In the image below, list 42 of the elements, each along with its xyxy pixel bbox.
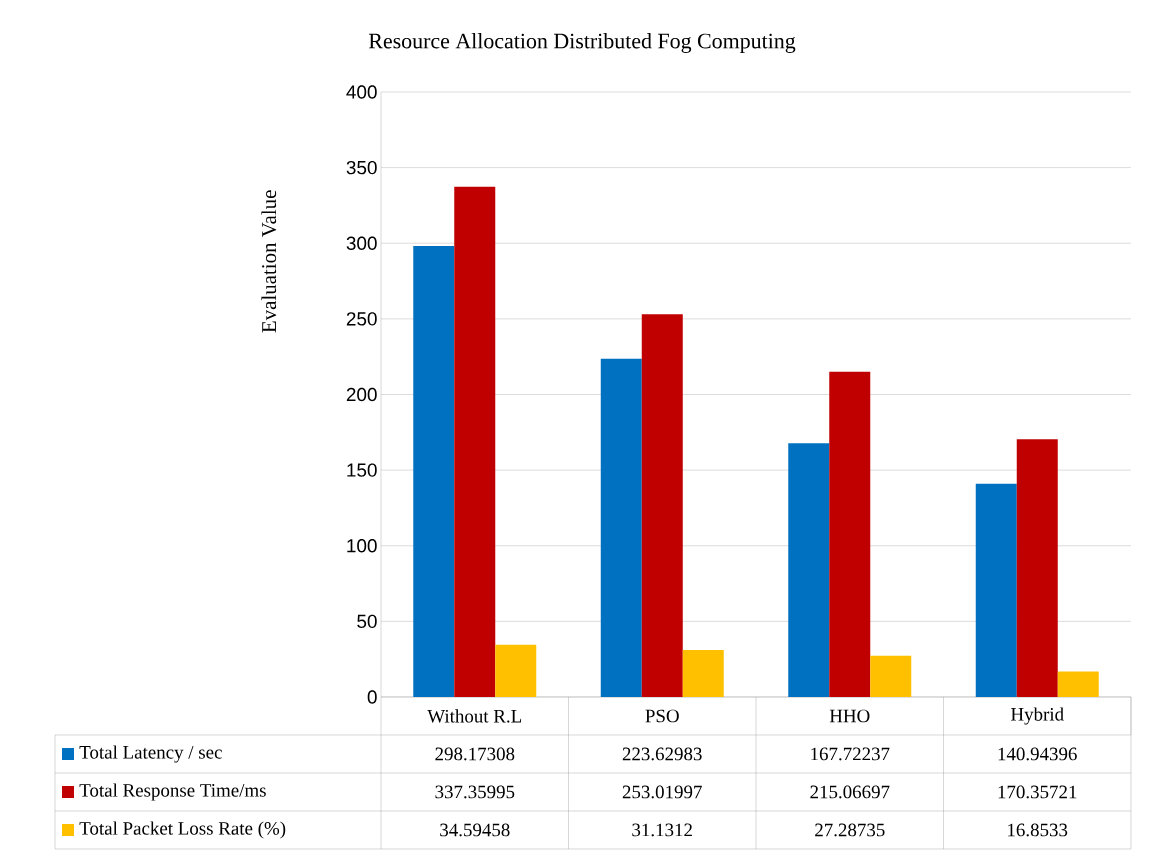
bar xyxy=(1016,439,1058,697)
y-tick-label: 350 xyxy=(346,160,377,175)
data-label: 170.35721 xyxy=(998,785,1077,799)
y-tick-label: 200 xyxy=(346,387,377,402)
bar xyxy=(454,186,496,697)
bar xyxy=(788,443,830,697)
x-tick-label: Without R.L xyxy=(427,709,522,723)
y-tick-label: 150 xyxy=(347,463,377,477)
y-tick-label: 300 xyxy=(346,236,377,250)
data-label: 34.59458 xyxy=(440,823,510,837)
bar xyxy=(600,358,642,697)
bar xyxy=(975,483,1017,697)
y-tick-label: 100 xyxy=(347,539,377,553)
data-label: 27.28735 xyxy=(815,823,885,837)
legend-label: Total Response Time/ms xyxy=(79,783,266,801)
bar xyxy=(413,246,455,697)
data-label: 253.01997 xyxy=(622,785,702,799)
data-label: 337.35995 xyxy=(435,785,515,799)
y-tick-label: 250 xyxy=(346,312,377,326)
x-tick-label: HHO xyxy=(829,709,870,723)
bar xyxy=(682,649,724,697)
data-label: 31.1312 xyxy=(632,823,692,837)
bar xyxy=(1057,671,1099,697)
legend-label: Total Latency / sec xyxy=(79,745,222,763)
bar xyxy=(495,644,537,697)
data-label: 140.94396 xyxy=(998,747,1077,761)
data-label: 223.62983 xyxy=(622,747,702,761)
y-tick-label: 400 xyxy=(346,85,377,99)
bar xyxy=(870,655,912,697)
x-tick-label: Hybrid xyxy=(1010,707,1064,725)
bar xyxy=(829,371,871,697)
x-tick-label: PSO xyxy=(645,709,679,723)
data-label: 215.06697 xyxy=(810,785,890,799)
chart-title: Resource Allocation Distributed Fog Computing xyxy=(368,33,796,53)
y-tick-label: 50 xyxy=(357,614,377,629)
bar xyxy=(641,314,683,697)
data-label: 167.72237 xyxy=(811,747,890,761)
data-label: 298.17308 xyxy=(435,747,515,761)
data-label: 16.8533 xyxy=(1008,823,1068,837)
legend-label: Total Packet Loss Rate (%) xyxy=(79,821,286,839)
y-axis-title: Evaluation Value xyxy=(261,190,277,333)
y-tick-label: 0 xyxy=(367,690,377,704)
